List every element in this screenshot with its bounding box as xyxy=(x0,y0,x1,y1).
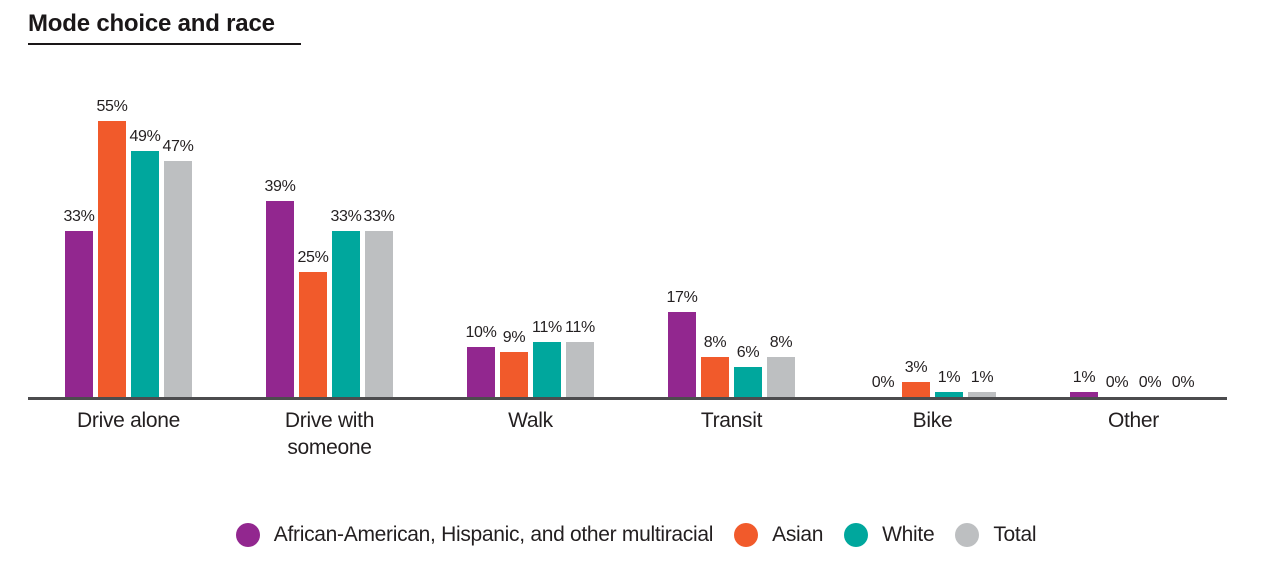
value-label: 0% xyxy=(1105,374,1129,391)
bar-group: 1% 0% 0% 0% xyxy=(1070,0,1197,397)
value-label: 11% xyxy=(565,318,595,336)
legend-label: African-American, Hispanic, and other mu… xyxy=(273,523,714,546)
value-label: 25% xyxy=(297,248,329,266)
bar: 1% xyxy=(968,369,996,397)
value-label: 47% xyxy=(162,138,194,156)
category-label: Bike xyxy=(912,409,953,432)
value-label: 8% xyxy=(703,333,727,351)
legend-item: Asian xyxy=(734,523,823,547)
category-label: Drive with someone xyxy=(284,409,375,459)
category-label: Drive alone xyxy=(77,409,180,432)
bar: 1% xyxy=(935,369,963,397)
legend-label: Total xyxy=(993,523,1037,546)
category-label: Other xyxy=(1107,409,1160,432)
bar: 49% xyxy=(129,128,161,397)
bar: 17% xyxy=(666,289,698,397)
legend-item: African-American, Hispanic, and other mu… xyxy=(235,523,714,547)
value-label: 3% xyxy=(904,358,928,376)
legend-item: White xyxy=(844,523,935,547)
value-label: 1% xyxy=(937,368,961,386)
value-label: 33% xyxy=(330,208,362,226)
bar: 1% xyxy=(1070,369,1098,397)
bar: 8% xyxy=(701,334,729,397)
value-label: 0% xyxy=(1171,374,1195,391)
bar-group: 39% 25% 33% 33% xyxy=(264,0,395,397)
category-label: Transit xyxy=(700,409,763,432)
chart-legend: African-American, Hispanic, and other mu… xyxy=(0,520,1272,550)
bar: 11% xyxy=(532,319,562,397)
legend-swatch-icon xyxy=(955,523,980,547)
bar-group: 33% 55% 49% 47% xyxy=(63,0,194,397)
value-label: 49% xyxy=(129,128,161,146)
bar: 25% xyxy=(297,249,329,397)
bar: 9% xyxy=(500,329,528,397)
value-label: 33% xyxy=(63,208,95,226)
value-label: 1% xyxy=(1072,368,1096,386)
value-label: 1% xyxy=(970,368,994,386)
bar: 33% xyxy=(63,208,95,397)
category-label: Walk xyxy=(508,409,553,432)
value-label: 17% xyxy=(666,288,698,306)
value-label: 9% xyxy=(502,328,526,346)
value-label: 0% xyxy=(1138,374,1162,391)
bar: 3% xyxy=(902,359,930,397)
value-label: 10% xyxy=(465,323,497,341)
chart-title: Mode choice and race xyxy=(28,10,301,45)
value-label: 55% xyxy=(96,98,128,115)
legend-item: Total xyxy=(955,523,1037,547)
value-label: 39% xyxy=(264,178,296,196)
bar-group: 10% 9% 11% 11% xyxy=(465,0,595,397)
legend-swatch-icon xyxy=(844,523,869,547)
bar-group: 17% 8% 6% 8% xyxy=(666,0,795,397)
x-axis-line xyxy=(28,397,1227,400)
bar: 10% xyxy=(465,324,497,397)
bar: 6% xyxy=(734,344,762,397)
legend-swatch-icon xyxy=(235,523,260,547)
bar: 11% xyxy=(565,319,595,397)
legend-swatch-icon xyxy=(734,523,759,547)
bar: 39% xyxy=(264,178,296,397)
value-label: 33% xyxy=(363,208,395,226)
bar: 33% xyxy=(363,208,395,397)
bar: 33% xyxy=(330,208,362,397)
legend-label: White xyxy=(882,523,935,546)
value-label: 0% xyxy=(871,374,895,391)
bar: 55% xyxy=(96,98,128,397)
bar-group: 0% 3% 1% 1% xyxy=(869,0,996,397)
value-label: 11% xyxy=(532,318,562,336)
legend-label: Asian xyxy=(772,523,824,546)
value-label: 8% xyxy=(769,333,793,351)
bar: 47% xyxy=(162,138,194,397)
bar: 8% xyxy=(767,334,795,397)
value-label: 6% xyxy=(736,343,760,361)
